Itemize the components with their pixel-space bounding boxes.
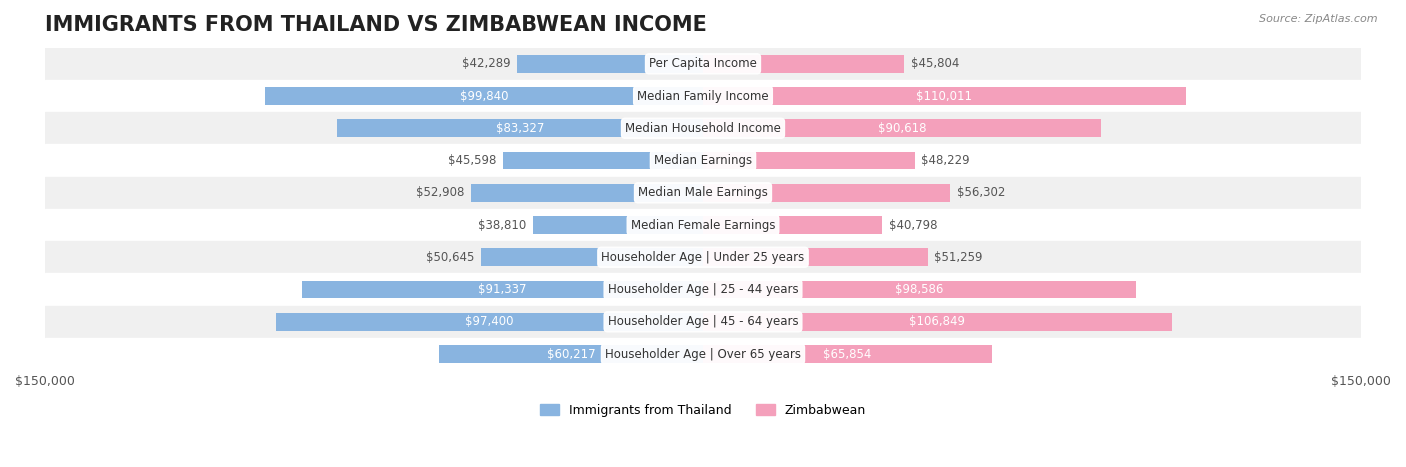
- Text: Householder Age | 25 - 44 years: Householder Age | 25 - 44 years: [607, 283, 799, 296]
- Bar: [517, 55, 703, 73]
- Bar: [703, 216, 882, 234]
- Text: Householder Age | Under 25 years: Householder Age | Under 25 years: [602, 251, 804, 264]
- Bar: [703, 248, 928, 266]
- Bar: [703, 152, 914, 170]
- Bar: [503, 152, 703, 170]
- Bar: [439, 345, 703, 363]
- Bar: [703, 184, 950, 202]
- Text: Per Capita Income: Per Capita Income: [650, 57, 756, 71]
- Text: $60,217: $60,217: [547, 347, 595, 361]
- Bar: [703, 87, 1185, 105]
- Bar: [471, 184, 703, 202]
- Text: $97,400: $97,400: [465, 315, 513, 328]
- Text: Median Male Earnings: Median Male Earnings: [638, 186, 768, 199]
- Text: Source: ZipAtlas.com: Source: ZipAtlas.com: [1260, 14, 1378, 24]
- Bar: [533, 216, 703, 234]
- Legend: Immigrants from Thailand, Zimbabwean: Immigrants from Thailand, Zimbabwean: [534, 399, 872, 422]
- Bar: [45, 209, 1361, 241]
- Text: $42,289: $42,289: [463, 57, 510, 71]
- Bar: [45, 112, 1361, 144]
- Bar: [264, 87, 703, 105]
- Text: $48,229: $48,229: [921, 154, 970, 167]
- Bar: [276, 313, 703, 331]
- Text: Median Family Income: Median Family Income: [637, 90, 769, 103]
- Bar: [703, 313, 1171, 331]
- Bar: [45, 48, 1361, 80]
- Text: $99,840: $99,840: [460, 90, 508, 103]
- Text: Median Female Earnings: Median Female Earnings: [631, 219, 775, 232]
- Text: $45,804: $45,804: [911, 57, 959, 71]
- Bar: [45, 306, 1361, 338]
- Bar: [45, 144, 1361, 177]
- Text: $56,302: $56,302: [956, 186, 1005, 199]
- Text: $83,327: $83,327: [496, 122, 544, 135]
- Text: $51,259: $51,259: [935, 251, 983, 264]
- Bar: [302, 281, 703, 298]
- Text: Median Household Income: Median Household Income: [626, 122, 780, 135]
- Bar: [481, 248, 703, 266]
- Text: $45,598: $45,598: [449, 154, 496, 167]
- Text: $98,586: $98,586: [896, 283, 943, 296]
- Bar: [45, 241, 1361, 273]
- Text: IMMIGRANTS FROM THAILAND VS ZIMBABWEAN INCOME: IMMIGRANTS FROM THAILAND VS ZIMBABWEAN I…: [45, 15, 707, 35]
- Text: Median Earnings: Median Earnings: [654, 154, 752, 167]
- Bar: [703, 120, 1101, 137]
- Bar: [703, 281, 1136, 298]
- Text: $110,011: $110,011: [917, 90, 973, 103]
- Text: $106,849: $106,849: [910, 315, 966, 328]
- Text: $91,337: $91,337: [478, 283, 527, 296]
- Text: $90,618: $90,618: [877, 122, 927, 135]
- Bar: [45, 338, 1361, 370]
- Text: Householder Age | 45 - 64 years: Householder Age | 45 - 64 years: [607, 315, 799, 328]
- Text: $52,908: $52,908: [416, 186, 464, 199]
- Bar: [703, 345, 991, 363]
- Bar: [45, 80, 1361, 112]
- Bar: [703, 55, 904, 73]
- Text: $38,810: $38,810: [478, 219, 526, 232]
- Text: $40,798: $40,798: [889, 219, 936, 232]
- Bar: [337, 120, 703, 137]
- Bar: [45, 273, 1361, 306]
- Bar: [45, 177, 1361, 209]
- Text: Householder Age | Over 65 years: Householder Age | Over 65 years: [605, 347, 801, 361]
- Text: $65,854: $65,854: [824, 347, 872, 361]
- Text: $50,645: $50,645: [426, 251, 474, 264]
